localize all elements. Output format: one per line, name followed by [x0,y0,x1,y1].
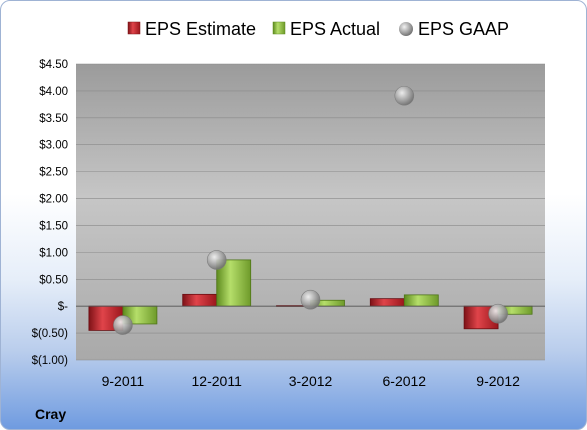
y-tick-label: $1.50 [39,220,68,232]
legend-label-eps-actual: EPS Actual [290,19,380,39]
eps-gaap-marker [394,85,415,106]
y-axis-ticks: $4.50 $4.00 $3.50 $3.00 $2.50 $2.00 $1.50 $1.00… [32,59,69,367]
x-category-label: 12-2011 [192,373,243,389]
legend-swatch-eps-gaap [399,22,413,36]
legend-swatch-eps-estimate [127,21,141,35]
x-category-label: 6-2012 [383,373,427,389]
y-tick-label: $4.00 [39,86,68,98]
eps-estimate-bar [182,293,218,307]
y-tick-label: $0.50 [39,274,68,286]
eps-gaap-marker [488,303,508,324]
y-tick-label: $4.50 [39,59,68,71]
eps-gaap-marker [113,315,133,335]
eps-actual-bar [403,294,439,307]
x-category-label: 9-2011 [102,373,145,389]
eps-estimate-bar [369,298,405,307]
legend-label-eps-estimate: EPS Estimate [145,19,256,39]
legend: EPS Estimate EPS Actual EPS GAAP [127,19,509,39]
y-tick-label: $3.00 [39,140,68,152]
company-label: Cray [35,406,66,422]
y-tick-label: $2.50 [39,167,68,179]
legend-swatch-eps-actual [272,21,286,35]
legend-label-eps-gaap: EPS GAAP [418,19,509,39]
eps-gaap-marker [300,289,321,310]
y-tick-label: $- [58,301,68,313]
y-tick-label: $1.00 [39,247,68,259]
x-category-label: 3-2012 [289,373,333,389]
y-tick-label: $(0.50) [32,328,69,340]
x-category-label: 9-2012 [476,373,520,389]
y-tick-label: $3.50 [39,113,68,125]
markers-layer [113,85,508,335]
eps-gaap-marker [206,250,227,270]
y-tick-label: $2.00 [39,194,68,206]
x-axis-labels: 9-2011 12-2011 3-2012 6-2012 9-2012 [102,373,520,389]
y-tick-label: $(1.00) [32,355,69,367]
